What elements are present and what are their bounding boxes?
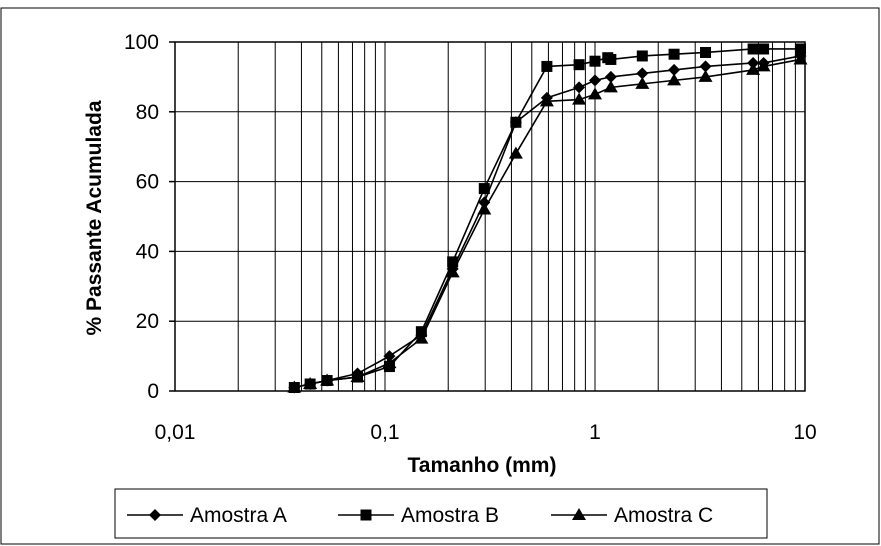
- data-point: [636, 50, 648, 62]
- data-point: [746, 62, 761, 75]
- legend-marker: [149, 509, 161, 521]
- data-point: [541, 60, 553, 72]
- data-point: [303, 377, 318, 390]
- data-point: [287, 380, 302, 393]
- y-tick-label: 60: [136, 171, 159, 194]
- legend-entry: Amostra B: [338, 504, 499, 527]
- data-point: [756, 59, 771, 72]
- chart-border: [0, 7, 880, 545]
- x-tick-label: 10: [793, 421, 816, 444]
- data-point: [668, 48, 680, 60]
- legend-entry: Amostra C: [551, 504, 713, 527]
- data-point: [795, 43, 807, 55]
- data-point: [477, 202, 492, 215]
- data-point: [589, 55, 601, 67]
- data-point: [414, 331, 429, 344]
- data-point: [320, 373, 335, 386]
- data-point: [635, 76, 650, 89]
- legend: Amostra A Amostra B Amostra C: [127, 504, 713, 527]
- plot-area: [174, 41, 806, 392]
- data-point: [573, 81, 586, 94]
- legend-label: Amostra C: [614, 504, 713, 527]
- legend-label: Amostra A: [190, 504, 287, 527]
- data-point: [700, 46, 712, 58]
- x-tick-label: 1: [589, 421, 601, 444]
- data-point: [603, 80, 618, 93]
- legend-box: [114, 488, 768, 539]
- data-point: [699, 60, 712, 73]
- data-point: [572, 92, 587, 105]
- data-point: [445, 265, 460, 278]
- data-point: [668, 63, 681, 76]
- data-point: [605, 53, 617, 65]
- y-tick-label: 40: [136, 240, 159, 263]
- data-point: [350, 370, 365, 383]
- data-point: [747, 43, 759, 55]
- y-tick-label: 100: [124, 31, 159, 54]
- x-tick-label: 0,1: [370, 421, 399, 444]
- data-point: [539, 94, 554, 107]
- legend-entry: Amostra A: [127, 504, 287, 527]
- y-tick-label: 80: [136, 101, 159, 124]
- legend-label: Amostra B: [401, 504, 499, 527]
- data-point: [478, 183, 490, 195]
- y-tick-label: 0: [147, 380, 159, 403]
- data-point: [382, 356, 397, 369]
- series-triangle: [287, 52, 808, 393]
- x-axis-title: Tamanho (mm): [408, 454, 557, 477]
- x-tick-label: 0,01: [155, 421, 196, 444]
- y-tick-label: 20: [136, 310, 159, 333]
- data-point: [588, 87, 602, 100]
- legend-marker: [360, 509, 372, 521]
- data-point: [636, 67, 649, 80]
- data-point: [604, 70, 617, 83]
- y-axis-title: % Passante Acumulada: [83, 100, 106, 335]
- data-point: [573, 59, 585, 71]
- data-point: [508, 146, 523, 159]
- data-point: [698, 69, 713, 82]
- legend-marker: [572, 508, 586, 520]
- data-point: [589, 74, 601, 87]
- data-point: [758, 43, 770, 55]
- data-point: [447, 256, 459, 268]
- data-point: [793, 52, 808, 65]
- series-layer: [287, 43, 808, 394]
- data-point: [667, 73, 682, 86]
- data-point: [510, 116, 522, 128]
